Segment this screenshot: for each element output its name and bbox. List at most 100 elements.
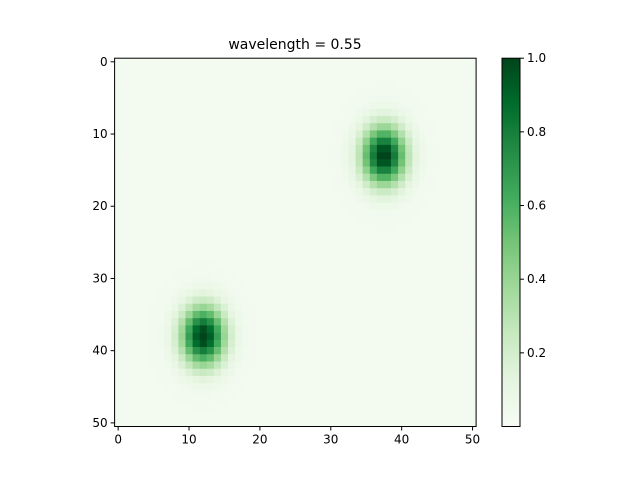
heatmap-cell <box>376 361 385 370</box>
heatmap-cell <box>121 274 130 283</box>
heatmap-cell <box>405 332 413 341</box>
heatmap-cell <box>228 166 236 175</box>
heatmap-cell <box>398 173 406 182</box>
heatmap-cell <box>341 130 349 138</box>
heatmap-cell <box>298 368 307 377</box>
heatmap-cell <box>391 217 399 225</box>
heatmap-cell <box>185 332 193 341</box>
heatmap-cell <box>376 412 385 420</box>
heatmap-cell <box>405 180 413 189</box>
heatmap-cell <box>135 94 144 102</box>
heatmap-cell <box>376 419 385 427</box>
heatmap-cell <box>228 412 236 420</box>
heatmap-cell <box>362 332 371 341</box>
heatmap-cell <box>114 390 122 398</box>
heatmap-cell <box>376 368 385 377</box>
heatmap-cell <box>291 72 300 81</box>
heatmap-cell <box>383 339 392 348</box>
heatmap-cell <box>263 390 271 398</box>
heatmap-cell <box>164 224 172 232</box>
heatmap-cell <box>256 101 264 110</box>
heatmap-cell <box>284 339 293 348</box>
heatmap-cell <box>185 195 193 203</box>
heatmap-cell <box>256 347 264 355</box>
heatmap-cell <box>270 303 278 312</box>
heatmap-cell <box>114 404 122 413</box>
heatmap-cell <box>305 260 314 268</box>
heatmap-cell <box>199 347 208 355</box>
heatmap-cell <box>433 303 441 312</box>
heatmap-cell <box>270 159 278 167</box>
heatmap-cell <box>171 144 179 153</box>
heatmap-cell <box>391 65 399 73</box>
heatmap-cell <box>228 144 236 153</box>
heatmap-cell <box>171 137 179 146</box>
heatmap-cell <box>284 303 293 312</box>
heatmap-cell <box>249 79 257 88</box>
heatmap-cell <box>348 195 356 203</box>
heatmap-cell <box>135 383 144 391</box>
heatmap-cell <box>362 152 371 160</box>
heatmap-cell <box>228 419 236 427</box>
heatmap-cell <box>327 412 335 420</box>
heatmap-cell <box>199 144 208 153</box>
heatmap-cell <box>334 209 342 218</box>
heatmap-cell <box>142 267 151 276</box>
heatmap-cell <box>235 65 243 73</box>
heatmap-cell <box>157 72 165 81</box>
heatmap-cell <box>334 58 342 66</box>
heatmap-cell <box>249 217 257 225</box>
heatmap-cell <box>320 188 328 196</box>
heatmap-cell <box>150 245 158 254</box>
heatmap-cell <box>426 245 434 254</box>
heatmap-cell <box>391 209 399 218</box>
heatmap-cell <box>376 115 385 124</box>
heatmap-cell <box>135 202 144 211</box>
heatmap-cell <box>469 65 477 73</box>
heatmap-cell <box>277 318 286 326</box>
heatmap-cell <box>171 310 179 319</box>
heatmap-cell <box>128 332 137 341</box>
heatmap-cell <box>362 390 371 398</box>
heatmap-cell <box>398 202 406 211</box>
heatmap-cell <box>284 267 293 276</box>
heatmap-cell <box>412 253 420 261</box>
heatmap-cell <box>405 238 413 247</box>
heatmap-cell <box>440 159 449 167</box>
heatmap-cell <box>376 267 385 276</box>
heatmap-cell <box>447 231 456 240</box>
heatmap-cell <box>419 130 427 138</box>
heatmap-cell <box>433 260 441 268</box>
heatmap-cell <box>398 58 406 66</box>
heatmap-cell <box>440 347 449 355</box>
heatmap-cell <box>121 137 130 146</box>
heatmap-cell <box>426 318 434 326</box>
heatmap-cell <box>199 282 208 290</box>
heatmap-cell <box>291 253 300 261</box>
heatmap-cell <box>398 282 406 290</box>
heatmap-cell <box>313 347 321 355</box>
heatmap-cell <box>398 144 406 153</box>
heatmap-cell <box>220 195 229 203</box>
heatmap-cell <box>150 267 158 276</box>
heatmap-cell <box>469 368 477 377</box>
heatmap-cell <box>164 188 172 196</box>
heatmap-cell <box>235 144 243 153</box>
heatmap-cell <box>433 404 441 413</box>
heatmap-cell <box>220 166 229 175</box>
heatmap-cell <box>150 339 158 348</box>
heatmap-cell <box>419 375 427 384</box>
heatmap-cell <box>426 123 434 131</box>
heatmap-cell <box>220 412 229 420</box>
heatmap-cell <box>242 267 250 276</box>
heatmap-cell <box>320 217 328 225</box>
heatmap-cell <box>362 202 371 211</box>
heatmap-cell <box>313 152 321 160</box>
heatmap-cell <box>398 188 406 196</box>
heatmap-cell <box>178 347 186 355</box>
heatmap-cell <box>256 289 264 297</box>
heatmap-cell <box>185 94 193 102</box>
heatmap-cell <box>256 325 264 333</box>
heatmap-cell <box>291 397 300 406</box>
heatmap-cell <box>355 339 363 348</box>
